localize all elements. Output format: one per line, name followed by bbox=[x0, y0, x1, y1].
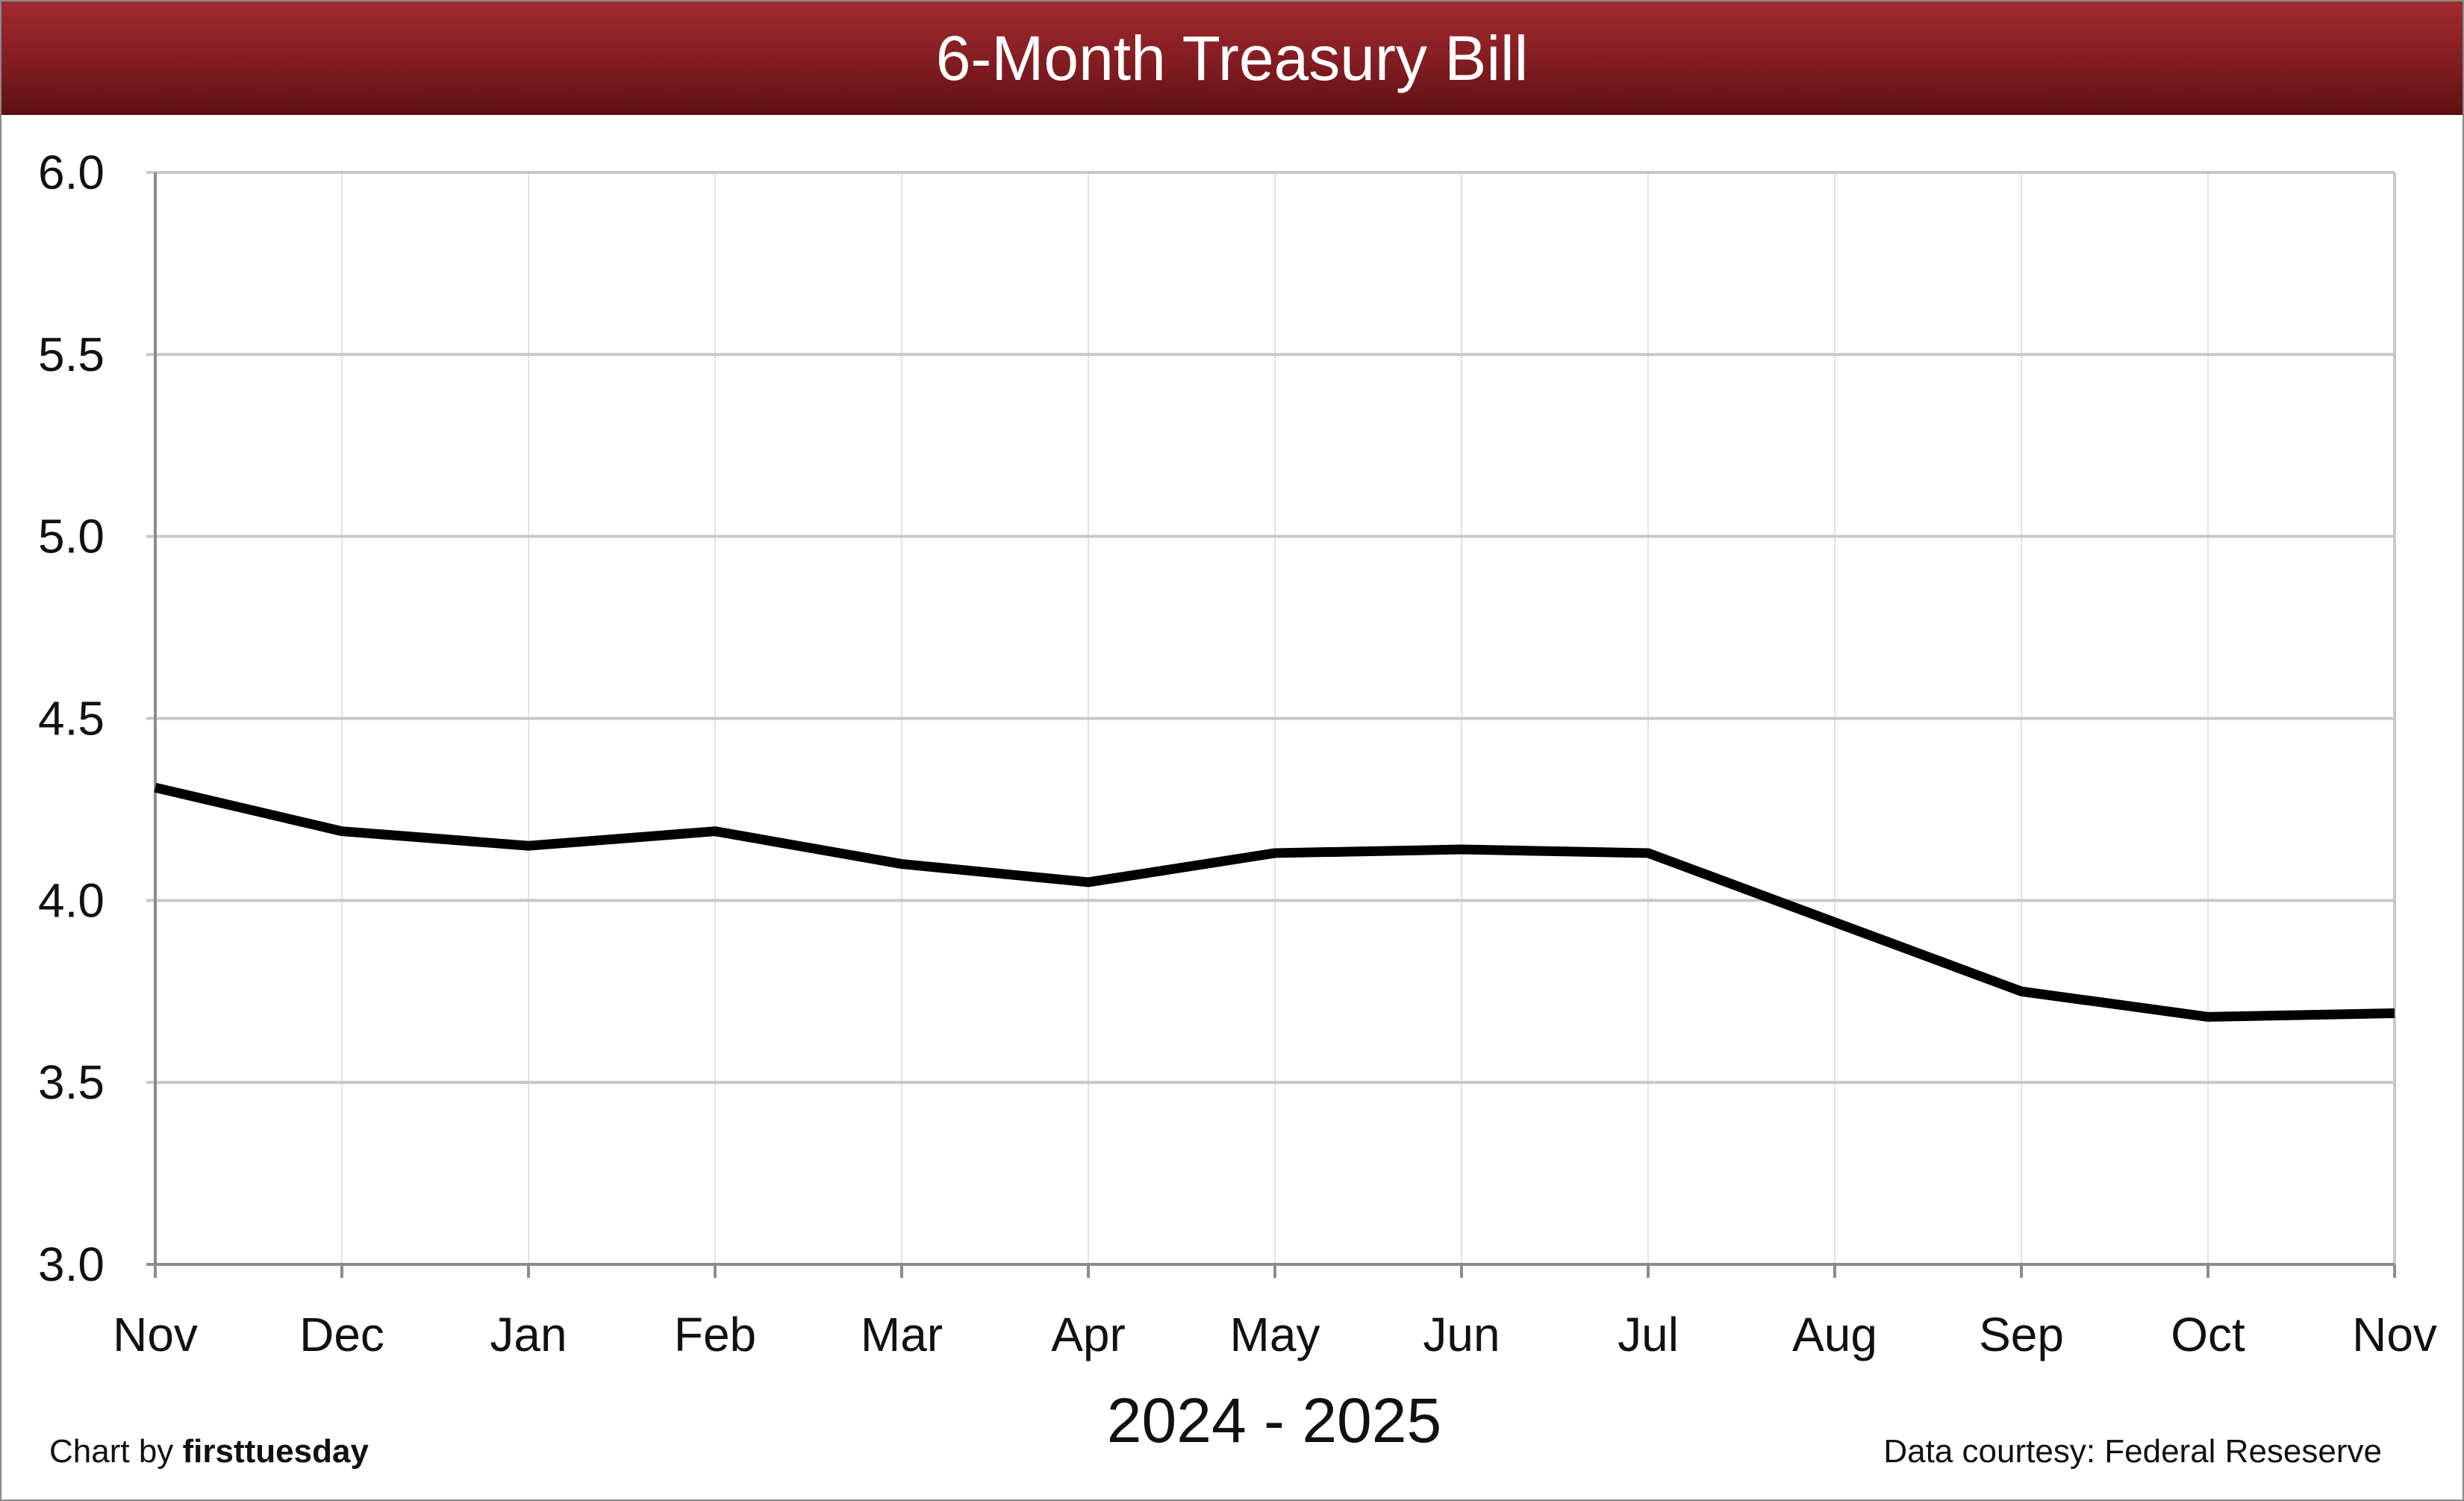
data-source: Data courtesy: Federal Reseserve bbox=[1883, 1433, 2382, 1470]
series-layer bbox=[154, 782, 2395, 1022]
chart-title: 6-Month Treasury Bill bbox=[935, 22, 1529, 93]
x-axis-label: 2024 - 2025 bbox=[1107, 1385, 1441, 1455]
title-bar: 6-Month Treasury Bill bbox=[1, 1, 2463, 115]
x-tick-label: Jun bbox=[1423, 1308, 1500, 1361]
y-tick-label: 5.0 bbox=[38, 510, 105, 564]
y-tick-label: 5.5 bbox=[38, 328, 105, 381]
x-tick-label: Feb bbox=[674, 1308, 756, 1361]
y-tick-label: 4.0 bbox=[38, 873, 105, 927]
x-tick-label: Oct bbox=[2171, 1308, 2245, 1361]
credit-prefix: Chart by bbox=[49, 1433, 174, 1470]
grid-lines bbox=[146, 171, 2395, 1264]
tick-labels: 3.0 3.5 4.0 4.5 5.0 5.5 6.0 Nov Dec Jan Feb Mar Apr M… bbox=[38, 146, 2437, 1361]
x-tick-label: Nov bbox=[2352, 1308, 2437, 1361]
x-tick-label: Nov bbox=[113, 1308, 198, 1361]
x-tick-label: Sep bbox=[1979, 1308, 2064, 1361]
x-tick-label: Mar bbox=[861, 1308, 943, 1361]
y-tick-label: 3.5 bbox=[38, 1055, 105, 1109]
x-tick-label: May bbox=[1230, 1308, 1320, 1361]
chart-credit: Chart by firsttuesday bbox=[49, 1433, 369, 1470]
credit-brand: firsttuesday bbox=[182, 1433, 369, 1470]
y-tick-label: 3.0 bbox=[38, 1238, 105, 1291]
x-tick-label: Jul bbox=[1618, 1308, 1679, 1361]
y-tick-label: 6.0 bbox=[38, 146, 105, 199]
x-tick-label: Jan bbox=[490, 1308, 567, 1361]
axes bbox=[146, 172, 2396, 1278]
x-tick-label: Dec bbox=[299, 1308, 384, 1361]
x-tick-label: Apr bbox=[1051, 1308, 1126, 1361]
x-tick-label: Aug bbox=[1792, 1308, 1877, 1361]
y-tick-label: 4.5 bbox=[38, 692, 105, 746]
